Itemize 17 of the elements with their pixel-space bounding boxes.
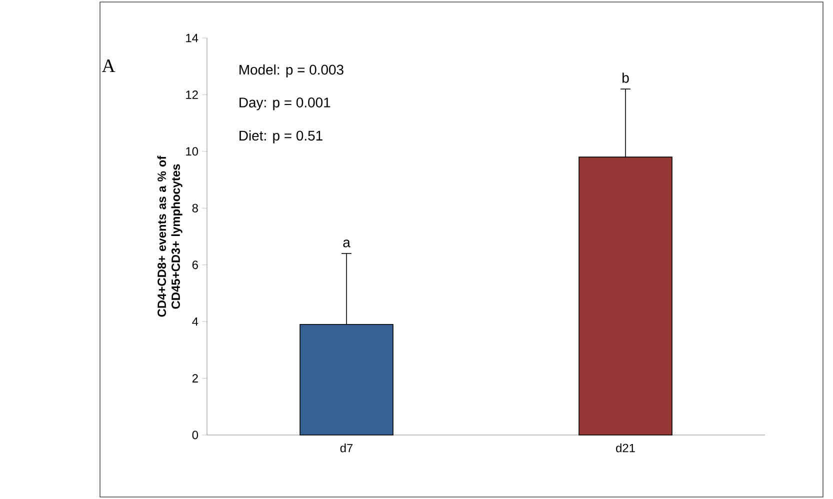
x-tick-label: d7 — [340, 444, 353, 452]
y-tick-label: 8 — [192, 204, 198, 212]
annotation: Diet: p = 0.51 — [240, 130, 322, 144]
annotation: Day: p = 0.001 — [240, 98, 330, 110]
y-tick-label: 14 — [186, 34, 198, 42]
y-tick-label: 12 — [186, 90, 198, 99]
x-tick-label: d21 — [616, 444, 635, 452]
y-tick-label: 2 — [192, 374, 198, 382]
annotation: a — [343, 240, 350, 248]
y-axis-title: CD4+CD8+ events as a % of CD45+CD3+ lymphocytes — [157, 156, 182, 317]
y-tick-label: 0 — [192, 430, 198, 440]
text: A — [102, 60, 116, 72]
annotation: Model: p = 0.003 — [240, 64, 344, 78]
y-tick-label: 6 — [192, 260, 198, 270]
annotation: b — [622, 72, 629, 83]
y-tick-label: 4 — [192, 317, 198, 326]
y-tick-label: 10 — [186, 147, 198, 156]
